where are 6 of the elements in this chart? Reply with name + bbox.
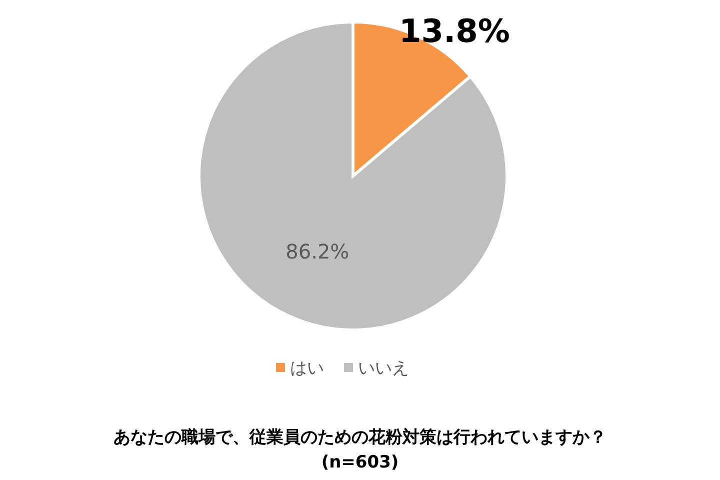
- data-label: 86.2%: [286, 239, 350, 264]
- legend-label: はい: [290, 358, 324, 379]
- text: (n=603): [321, 452, 399, 473]
- data-label: 13.8%: [398, 12, 510, 50]
- legend-label: いいえ: [358, 358, 409, 379]
- text: あなたの職場で、従業員のための花粉対策は行われていますか？: [114, 428, 606, 448]
